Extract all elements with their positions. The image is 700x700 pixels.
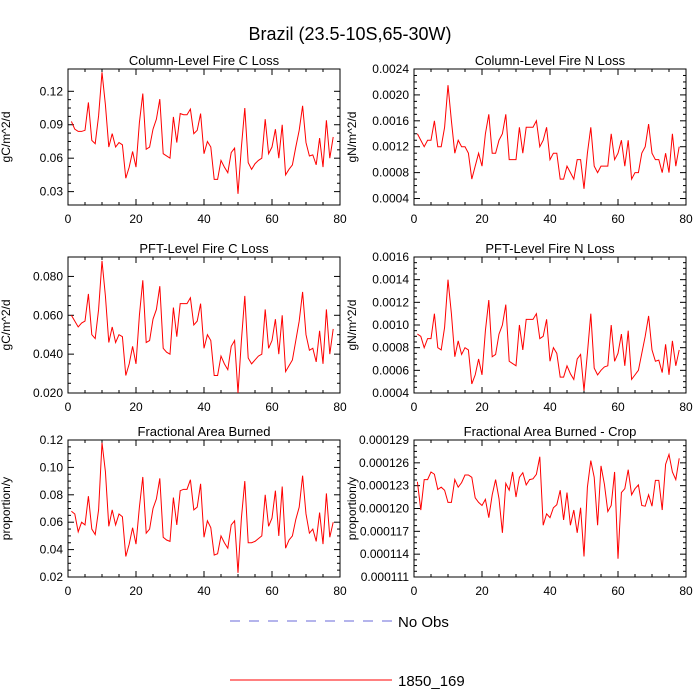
y-tick-label: 0.10 — [40, 460, 64, 474]
x-tick-label: 60 — [265, 400, 279, 414]
panel-title: Column-Level Fire C Loss — [129, 53, 280, 68]
panel-6: Fractional Area Burned - Crop 0 20 40 60 80 0.… — [345, 424, 693, 598]
y-tick-label: 0.0012 — [372, 140, 409, 154]
x-tick-label: 60 — [611, 212, 625, 226]
y-tick-label: 0.040 — [33, 347, 63, 361]
x-tick-label: 40 — [197, 212, 211, 226]
panel-title: Fractional Area Burned — [138, 424, 271, 439]
legend: No Obs 1850_169 — [230, 614, 465, 690]
y-tick-label: 0.03 — [40, 185, 64, 199]
series-line-1850_169 — [417, 279, 680, 391]
panel-5: Fractional Area Burned 0 20 40 60 80 0.02 0.04 0… — [0, 424, 347, 598]
x-tick-label: 40 — [197, 400, 211, 414]
x-tick-label: 80 — [333, 212, 347, 226]
panel-4: PFT-Level Fire N Loss 0 20 40 60 80 0.0004 0.00… — [345, 241, 693, 414]
y-tick-label: 0.09 — [40, 118, 64, 132]
x-tick-label: 0 — [411, 212, 418, 226]
x-tick-label: 0 — [65, 584, 72, 598]
x-tick-label: 0 — [411, 584, 418, 598]
legend-model-label: 1850_169 — [398, 673, 465, 690]
x-tick-label: 20 — [475, 584, 489, 598]
panel-title: PFT-Level Fire C Loss — [139, 241, 269, 256]
y-axis-label: proportion/y — [345, 477, 359, 540]
series-line-1850_169 — [70, 72, 334, 194]
x-tick-label: 20 — [475, 400, 489, 414]
panels: Column-Level Fire C Loss 0 20 40 60 80 0.03 0.0… — [0, 53, 693, 598]
legend-obs-label: No Obs — [398, 614, 449, 631]
y-tick-label: 0.0024 — [372, 62, 409, 76]
x-tick-label: 40 — [543, 584, 557, 598]
x-tick-label: 20 — [129, 212, 143, 226]
x-tick-label: 0 — [65, 400, 72, 414]
y-tick-label: 0.0016 — [372, 114, 409, 128]
y-tick-label: 0.000120 — [359, 502, 409, 516]
plot-frame — [67, 256, 341, 394]
y-tick-label: 0.000114 — [360, 547, 409, 561]
x-tick-label: 60 — [265, 584, 279, 598]
x-tick-label: 20 — [129, 400, 143, 414]
x-tick-label: 40 — [543, 212, 557, 226]
y-tick-label: 0.0006 — [372, 363, 409, 377]
y-tick-label: 0.000123 — [359, 479, 409, 493]
y-axis-label: gC/m^2/d — [0, 112, 13, 163]
y-tick-label: 0.000111 — [361, 570, 410, 584]
y-axis-label: gN/m^2/d — [345, 112, 359, 163]
panel-3: PFT-Level Fire C Loss 0 20 40 60 80 0.020 0.040… — [0, 241, 347, 414]
panel-title: Fractional Area Burned - Crop — [464, 424, 637, 439]
y-tick-label: 0.04 — [40, 543, 64, 557]
x-tick-label: 20 — [129, 584, 143, 598]
x-tick-label: 80 — [679, 400, 693, 414]
x-tick-label: 80 — [679, 212, 693, 226]
x-tick-label: 60 — [611, 584, 625, 598]
y-tick-label: 0.12 — [40, 433, 64, 447]
x-tick-label: 40 — [197, 584, 211, 598]
x-tick-label: 0 — [65, 212, 72, 226]
y-tick-label: 0.06 — [40, 151, 64, 165]
y-tick-label: 0.0008 — [372, 341, 409, 355]
y-tick-label: 0.06 — [40, 515, 64, 529]
y-tick-label: 0.000126 — [359, 456, 409, 470]
panel-1: Column-Level Fire C Loss 0 20 40 60 80 0.03 0.0… — [0, 53, 347, 226]
y-tick-label: 0.0012 — [372, 295, 409, 309]
y-tick-label: 0.060 — [33, 308, 63, 322]
series-line-1850_169 — [416, 452, 680, 559]
y-tick-label: 0.08 — [40, 488, 64, 502]
y-tick-label: 0.02 — [40, 570, 64, 584]
y-axis-label: gN/m^2/d — [345, 300, 359, 351]
series-line-1850_169 — [70, 260, 334, 394]
x-tick-label: 0 — [411, 400, 418, 414]
x-tick-label: 80 — [333, 584, 347, 598]
y-tick-label: 0.020 — [33, 386, 63, 400]
plot-frame — [413, 439, 687, 578]
y-tick-label: 0.0010 — [372, 318, 409, 332]
x-tick-label: 40 — [543, 400, 557, 414]
y-tick-label: 0.0008 — [372, 166, 409, 180]
plot-frame — [67, 68, 341, 206]
series-line-1850_169 — [71, 442, 334, 573]
plot-frame — [413, 256, 687, 394]
y-axis-label: gC/m^2/d — [0, 300, 13, 351]
y-tick-label: 0.000117 — [360, 524, 409, 538]
figure-title: Brazil (23.5-10S,65-30W) — [248, 24, 451, 44]
panel-title: Column-Level Fire N Loss — [475, 53, 626, 68]
y-tick-label: 0.0004 — [372, 386, 409, 400]
x-tick-label: 60 — [265, 212, 279, 226]
x-tick-label: 80 — [333, 400, 347, 414]
y-tick-label: 0.0016 — [372, 250, 409, 264]
plot-frame — [413, 68, 687, 206]
panel-title: PFT-Level Fire N Loss — [485, 241, 615, 256]
y-tick-label: 0.0020 — [372, 88, 409, 102]
y-tick-label: 0.0004 — [372, 192, 409, 206]
x-tick-label: 60 — [611, 400, 625, 414]
x-tick-label: 80 — [679, 584, 693, 598]
y-tick-label: 0.0014 — [372, 273, 409, 287]
y-tick-label: 0.12 — [40, 84, 64, 98]
y-tick-label: 0.080 — [33, 269, 63, 283]
x-tick-label: 20 — [475, 212, 489, 226]
panel-2: Column-Level Fire N Loss 0 20 40 60 80 0.0004 0… — [345, 53, 693, 226]
y-axis-label: proportion/y — [0, 477, 13, 540]
y-tick-label: 0.000129 — [359, 433, 409, 447]
series-line-1850_169 — [416, 85, 680, 189]
